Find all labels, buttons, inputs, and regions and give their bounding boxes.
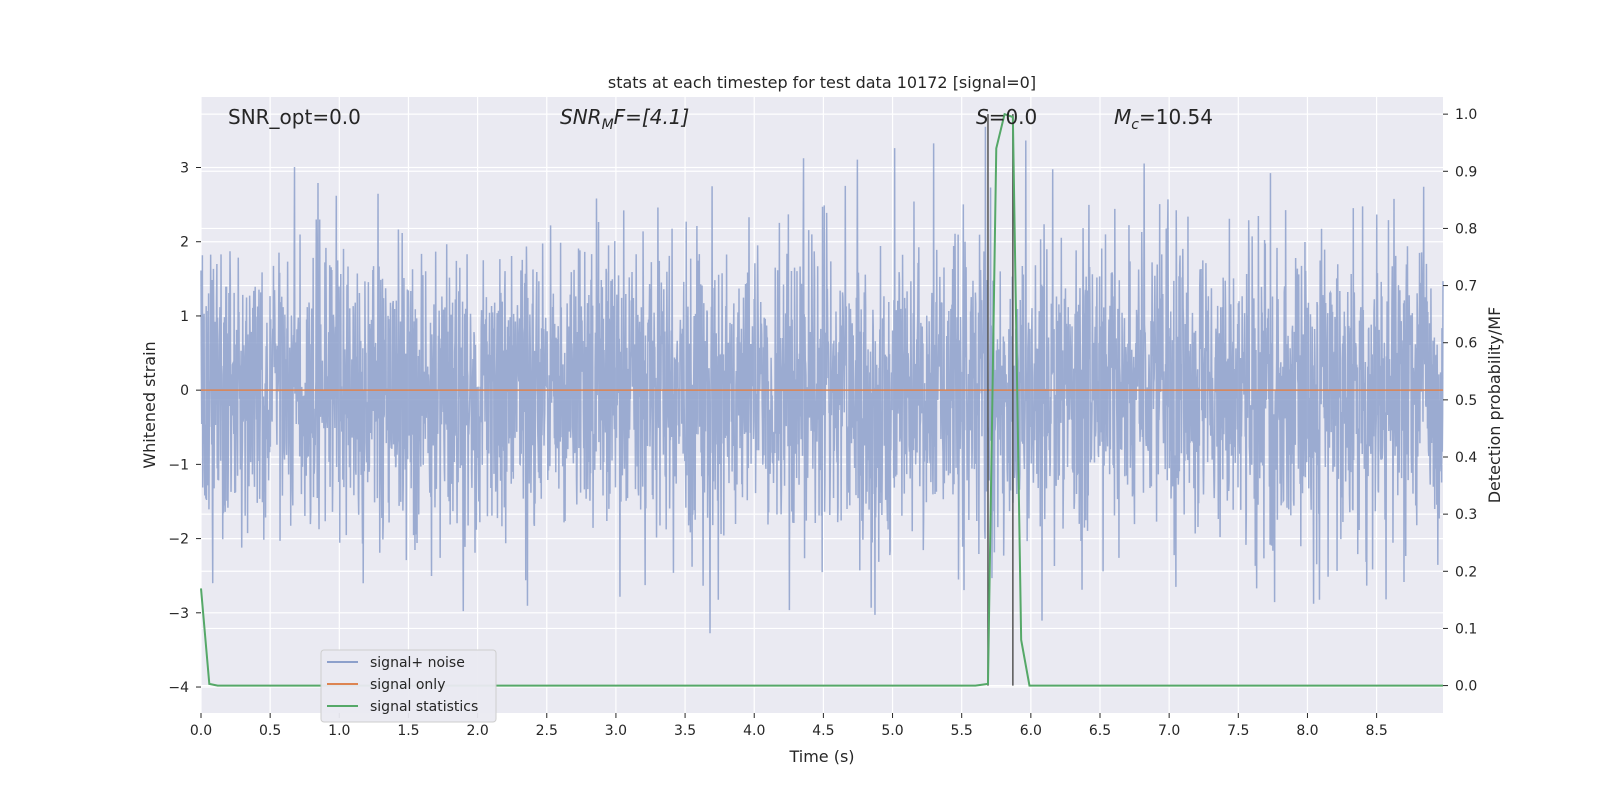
x-tick-label: 7.5 bbox=[1227, 723, 1249, 739]
signal-noise-line bbox=[200, 126, 1444, 634]
x-tick-label: 5.5 bbox=[951, 723, 973, 739]
legend: signal+ noise signal only signal statist… bbox=[320, 649, 497, 723]
annotation-snr-mf-sub: M bbox=[602, 117, 614, 133]
legend-label-signal-noise: signal+ noise bbox=[370, 655, 465, 671]
x-tick-label: 4.0 bbox=[743, 723, 765, 739]
x-tick-label: 2.0 bbox=[466, 723, 488, 739]
x-tick-label: 4.5 bbox=[812, 723, 834, 739]
x-tick-label: 6.5 bbox=[1089, 723, 1111, 739]
y-tick-label-right: 0.0 bbox=[1455, 679, 1477, 695]
x-tick-label: 6.0 bbox=[1020, 723, 1042, 739]
y-tick-label-right: 0.7 bbox=[1455, 279, 1477, 295]
annotation-snr-mf: SNRMF=[4.1] bbox=[560, 105, 689, 133]
y-tick-label: −2 bbox=[168, 532, 189, 548]
y-tick-label: −1 bbox=[168, 457, 189, 473]
annotation-mc-main: M bbox=[1114, 105, 1131, 129]
x-tick-label: 3.0 bbox=[605, 723, 627, 739]
series-signal-noise bbox=[200, 126, 1444, 634]
y-axis-label: Whitened strain bbox=[140, 341, 159, 468]
annotation-s-main: S bbox=[976, 105, 989, 129]
y-tick-label-right: 0.1 bbox=[1455, 621, 1477, 637]
annotation-snr-mf-rest: F=[4.1] bbox=[614, 105, 690, 129]
legend-box bbox=[320, 649, 497, 723]
annotation-mc: Mc=10.54 bbox=[1114, 105, 1213, 133]
annotation-mc-sub: c bbox=[1131, 117, 1139, 133]
annotation-s: S=0.0 bbox=[976, 105, 1037, 129]
annotation-mc-rest: =10.54 bbox=[1139, 105, 1213, 129]
annotation-snr-mf-main: SNR bbox=[560, 105, 602, 129]
x-tick-label: 7.0 bbox=[1158, 723, 1180, 739]
legend-label-signal-only: signal only bbox=[370, 677, 445, 693]
y-tick-label-right: 0.9 bbox=[1455, 164, 1477, 180]
x-tick-label: 0.5 bbox=[259, 723, 281, 739]
y-tick-label-right: 1.0 bbox=[1455, 107, 1477, 123]
x-tick-label: 1.0 bbox=[328, 723, 350, 739]
y-tick-label-right: 0.8 bbox=[1455, 221, 1477, 237]
annotation-snr-opt: SNR_opt=0.0 bbox=[228, 105, 361, 129]
y-tick-label: −3 bbox=[168, 606, 189, 622]
tick-labels: 0.0 0.5 1.0 1.5 2.0 2.5 3.0 3.5 4.0 4.5 5.0 5.5 6.0 6… bbox=[168, 107, 1477, 739]
annotation-s-rest: =0.0 bbox=[989, 105, 1038, 129]
y-tick-label: 0 bbox=[180, 383, 189, 399]
y-axis-label-right: Detection probability/MF bbox=[1485, 307, 1504, 504]
y-tick-label: 1 bbox=[180, 309, 189, 325]
x-tick-label: 8.0 bbox=[1296, 723, 1318, 739]
x-axis-label: Time (s) bbox=[788, 747, 854, 766]
x-tick-label: 3.5 bbox=[674, 723, 696, 739]
y-tick-label-right: 0.5 bbox=[1455, 393, 1477, 409]
y-tick-label-right: 0.6 bbox=[1455, 336, 1477, 352]
y-tick-label: −4 bbox=[168, 680, 189, 696]
x-tick-label: 2.5 bbox=[536, 723, 558, 739]
y-tick-label-right: 0.3 bbox=[1455, 507, 1477, 523]
chart-title: stats at each timestep for test data 101… bbox=[608, 73, 1036, 92]
vertical-markers bbox=[987, 114, 1014, 686]
x-tick-label: 5.0 bbox=[881, 723, 903, 739]
signal-statistics-line bbox=[200, 112, 1443, 687]
legend-label-signal-statistics: signal statistics bbox=[370, 699, 478, 715]
y-tick-label: 3 bbox=[180, 161, 189, 177]
y-tick-label: 2 bbox=[180, 235, 189, 251]
x-tick-label: 0.0 bbox=[190, 723, 212, 739]
x-tick-label: 8.5 bbox=[1365, 723, 1387, 739]
series-signal-statistics bbox=[200, 112, 1443, 687]
x-tick-label: 1.5 bbox=[397, 723, 419, 739]
y-tick-label-right: 0.4 bbox=[1455, 450, 1477, 466]
y-tick-label-right: 0.2 bbox=[1455, 564, 1477, 580]
